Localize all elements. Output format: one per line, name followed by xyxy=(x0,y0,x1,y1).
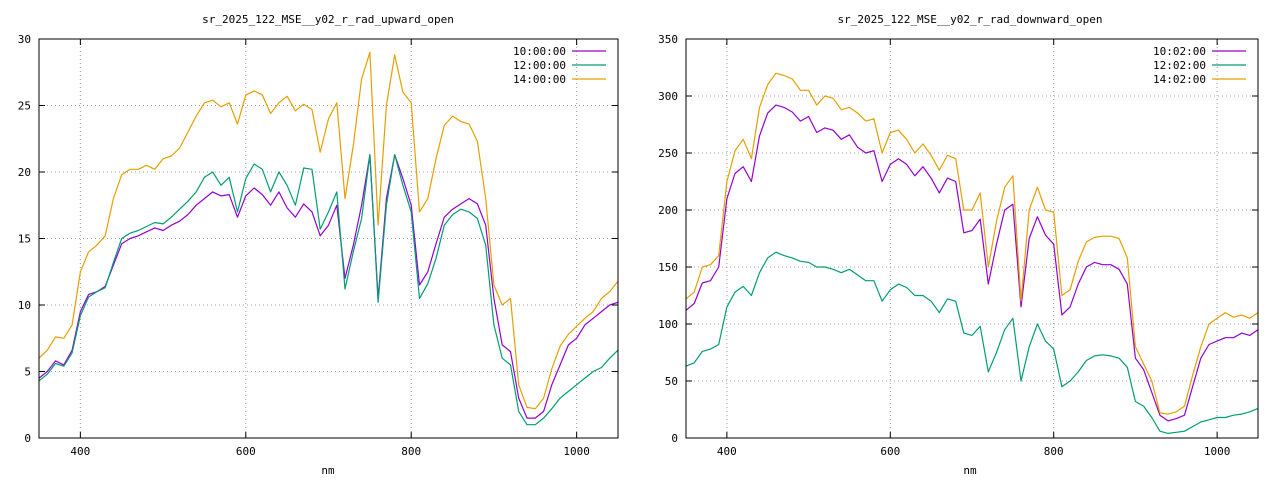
series-line-1 xyxy=(685,104,1259,422)
y-tick-label: 25 xyxy=(18,100,31,113)
grid-lines xyxy=(686,39,1258,438)
y-tick-label: 100 xyxy=(658,318,678,331)
series-lines xyxy=(685,72,1259,434)
y-tick-label: 5 xyxy=(24,366,31,379)
y-tick-label: 200 xyxy=(658,204,678,217)
y-tick-label: 50 xyxy=(665,375,678,388)
chart-title: sr_2025_122_MSE__y02_r_rad_upward_open xyxy=(202,13,454,26)
y-tick-label: 20 xyxy=(18,166,31,179)
x-axis-ticks: 400 600 800 1000 xyxy=(70,39,590,458)
y-tick-label: 250 xyxy=(658,147,678,160)
x-tick-label: 1000 xyxy=(1204,445,1231,458)
plot-frame xyxy=(685,38,1259,439)
grid-lines xyxy=(39,39,618,438)
chart-title: sr_2025_122_MSE__y02_r_rad_downward_open xyxy=(838,13,1103,26)
upward-radiance-chart: sr_2025_122_MSE__y02_r_rad_upward_open 4… xyxy=(18,13,619,477)
x-tick-label: 400 xyxy=(70,445,90,458)
y-tick-label: 150 xyxy=(658,261,678,274)
series-lines xyxy=(38,51,619,426)
x-axis-ticks: 400 600 800 1000 xyxy=(717,39,1230,458)
y-tick-label: 300 xyxy=(658,90,678,103)
downward-radiance-chart: sr_2025_122_MSE__y02_r_rad_downward_open… xyxy=(658,13,1259,477)
series-line-3 xyxy=(38,51,619,410)
y-tick-label: 30 xyxy=(18,33,31,46)
y-tick-label: 0 xyxy=(24,432,31,445)
series-line-3 xyxy=(685,72,1259,415)
plot-frame xyxy=(38,38,619,439)
x-tick-label: 600 xyxy=(880,445,900,458)
y-tick-label: 0 xyxy=(671,432,678,445)
legend-label: 12:00:00 xyxy=(513,59,566,72)
y-axis-ticks: 0 50 100 150 200 250 300 350 xyxy=(658,33,1258,445)
legend-label: 14:00:00 xyxy=(513,73,566,86)
x-tick-label: 800 xyxy=(401,445,421,458)
series-line-2 xyxy=(38,154,619,426)
x-axis-label: nm xyxy=(321,464,335,477)
x-tick-label: 600 xyxy=(236,445,256,458)
y-tick-label: 10 xyxy=(18,299,31,312)
y-tick-label: 15 xyxy=(18,233,31,246)
legend-label: 14:02:00 xyxy=(1153,73,1206,86)
series-line-2 xyxy=(685,251,1259,434)
y-tick-label: 350 xyxy=(658,33,678,46)
series-line-1 xyxy=(38,154,619,419)
legend-label: 10:00:00 xyxy=(513,45,566,58)
x-tick-label: 1000 xyxy=(563,445,590,458)
legend-label: 12:02:00 xyxy=(1153,59,1206,72)
legend-label: 10:02:00 xyxy=(1153,45,1206,58)
x-tick-label: 800 xyxy=(1044,445,1064,458)
x-tick-label: 400 xyxy=(717,445,737,458)
x-axis-label: nm xyxy=(963,464,977,477)
